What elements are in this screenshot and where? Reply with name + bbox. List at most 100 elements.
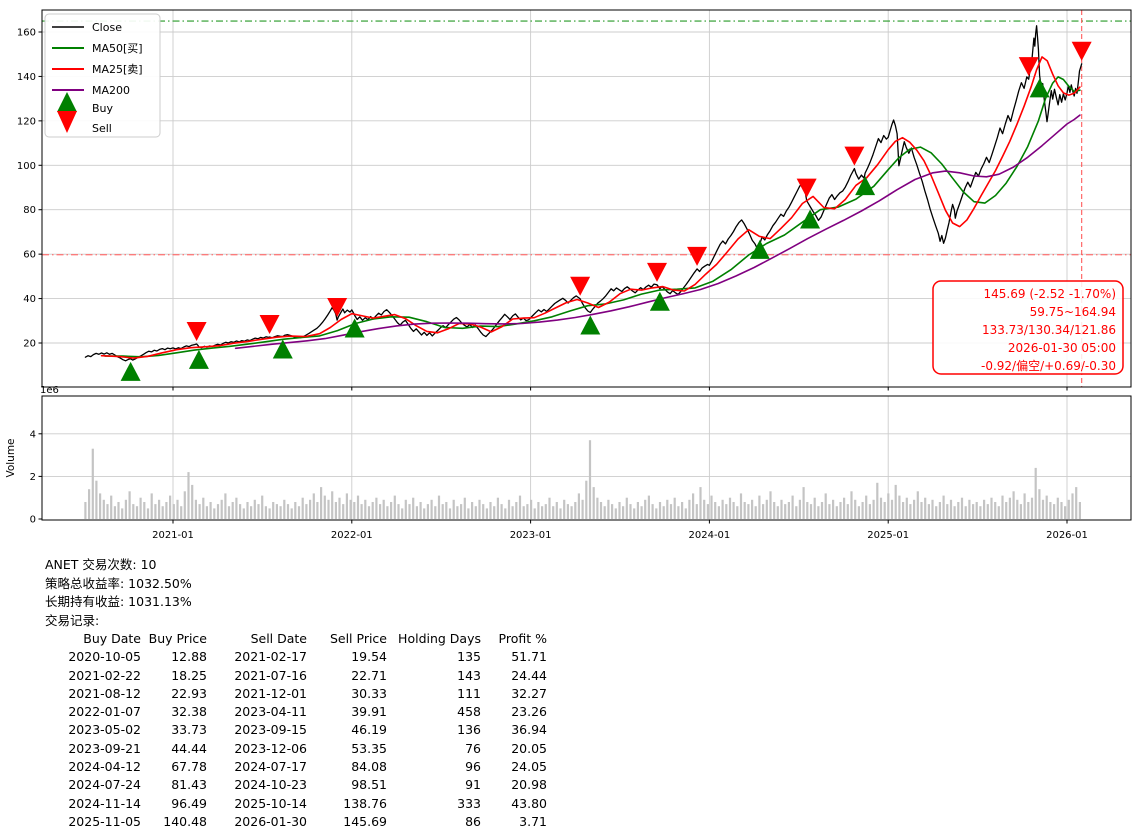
volume-bar [511, 506, 514, 519]
date-tick-label: 2025-01 [867, 530, 909, 541]
trade-cell: 91 [465, 777, 481, 793]
date-tick-label: 2023-01 [510, 530, 552, 541]
volume-bar [979, 506, 982, 519]
volume-bar [390, 502, 393, 519]
volume-bar [345, 493, 348, 519]
sell-marker [687, 246, 708, 266]
volume-bar [651, 504, 654, 519]
volume-bar [316, 502, 319, 519]
price-annotation-box [932, 280, 1124, 375]
trade-cell: 96 [465, 759, 481, 775]
volume-bar [983, 499, 986, 519]
volume-bar [636, 502, 639, 519]
volume-bar [868, 504, 871, 519]
trade-table: Buy Date Buy Price Sell Date Sell Price Hold… [45, 630, 547, 831]
volume-bar [618, 502, 621, 519]
volume-bar [242, 508, 245, 519]
volume-bar [846, 504, 849, 519]
gridlines [42, 10, 1131, 520]
volume-bar [1038, 489, 1041, 519]
buy-marker [649, 291, 670, 311]
trade-row: 2025-11-05 140.48 2026-01-30 145.69 86 3.71 [45, 813, 547, 831]
volume-bar [666, 499, 669, 519]
volume-bar [1071, 493, 1074, 519]
volume-bar [813, 497, 816, 519]
volume-bar [644, 499, 647, 519]
volume-bar [301, 497, 304, 519]
volume-bar [456, 506, 459, 519]
volume-bar [806, 502, 809, 519]
trade-cell: 333 [457, 795, 481, 811]
volume-bar [688, 499, 691, 519]
trade-cell: 2021-02-17 [234, 649, 307, 665]
volume-bar [1056, 497, 1059, 519]
volume-bar [975, 502, 978, 519]
volume-bar [423, 508, 426, 519]
volume-bar [169, 495, 172, 519]
volume-bar [732, 502, 735, 519]
volume-bar [158, 499, 161, 519]
volume-bar [419, 502, 422, 519]
volume-bar [725, 504, 728, 519]
volume-bar [504, 508, 507, 519]
volume-bar [596, 497, 599, 519]
volume-bar [563, 499, 566, 519]
volume-bar [375, 497, 378, 519]
price-tick-label: 160 [17, 28, 36, 39]
volume-bar [460, 504, 463, 519]
legend: Close MA50[买] MA25[卖] MA200 Buy Sell [44, 13, 161, 138]
trade-row: 2023-05-02 33.73 2023-09-15 46.19 136 36.94 [45, 721, 547, 739]
volume-bar [213, 508, 216, 519]
volume-bar [1041, 499, 1045, 519]
volume-bar [986, 504, 989, 519]
volume-bar [202, 497, 205, 519]
volume-bar [305, 504, 308, 519]
volume-bar [518, 495, 522, 519]
volume-bar [353, 502, 356, 519]
trade-cell: 2023-09-15 [234, 722, 307, 738]
trade-row: 2024-11-14 96.49 2025-10-14 138.76 333 43.80 [45, 795, 547, 813]
buy-marker [855, 176, 876, 196]
trade-count-line: ANET 交易次数: 10 [45, 557, 157, 572]
volume-bar [279, 506, 282, 519]
volume-bar [994, 502, 997, 519]
volume-axis-title: Volume [5, 438, 17, 477]
volume-bar [721, 499, 724, 519]
volume-bar [154, 504, 157, 519]
volume-bar [916, 491, 919, 519]
volume-bar [264, 506, 267, 519]
volume-bar [673, 497, 676, 519]
volume-bar [754, 506, 757, 519]
volume-bar [769, 491, 772, 519]
volume-bar [684, 508, 687, 519]
volume-bar [585, 480, 588, 519]
volume-bar [938, 502, 941, 519]
volume-bar [592, 487, 595, 519]
buy-marker [800, 209, 821, 229]
volume-bar [898, 495, 901, 519]
trade-col-header: Profit % [498, 631, 547, 646]
volume-bar [747, 504, 750, 519]
volume-bar [356, 495, 360, 519]
volume-bar [283, 499, 286, 519]
volume-bar [931, 499, 934, 519]
price-annotation-line: 2026-01-30 05:00 [1008, 341, 1116, 355]
volume-bar [957, 502, 960, 519]
volume-bar [861, 502, 864, 519]
ma25-line [100, 56, 1081, 359]
trade-cell: 19.54 [351, 649, 387, 665]
volume-bar [717, 506, 720, 519]
trade-cell: 84.08 [351, 759, 387, 775]
date-tick-label: 2026-01 [1046, 530, 1088, 541]
volume-bar [297, 506, 301, 519]
volume-bar [1023, 493, 1026, 519]
volume-bar [478, 499, 481, 519]
volume-bar [559, 508, 562, 519]
volume-bar [599, 502, 603, 519]
volume-bar [1005, 502, 1008, 519]
volume-bar [692, 493, 695, 519]
volume-bar [798, 499, 801, 519]
volume-bar [633, 508, 636, 519]
price-tick-label: 60 [23, 250, 36, 261]
trade-cell: 2023-12-06 [234, 740, 307, 756]
